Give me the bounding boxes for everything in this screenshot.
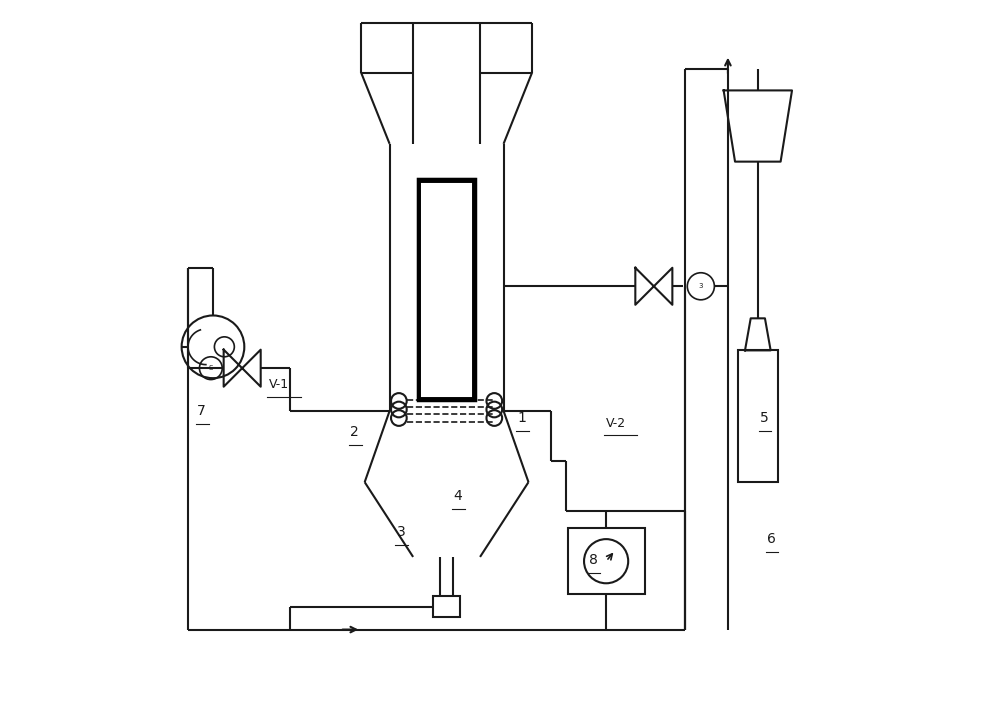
Bar (568, 528, 645, 594)
Bar (418, 179, 475, 400)
Bar (418, 179, 475, 400)
Text: 7: 7 (197, 404, 206, 418)
Bar (422, 184, 471, 396)
Bar (433, 596, 460, 618)
Text: 2: 2 (350, 425, 359, 439)
Text: 5: 5 (760, 411, 769, 425)
Text: 3: 3 (397, 525, 405, 539)
Text: 8: 8 (589, 553, 598, 568)
Text: 1: 1 (518, 411, 527, 425)
Bar (738, 350, 778, 482)
Text: V-1: V-1 (269, 378, 289, 391)
Text: V-2: V-2 (605, 417, 626, 430)
Text: 4: 4 (454, 489, 462, 503)
Text: 3: 3 (699, 283, 703, 290)
Text: S: S (209, 365, 213, 371)
Text: 6: 6 (767, 532, 776, 546)
